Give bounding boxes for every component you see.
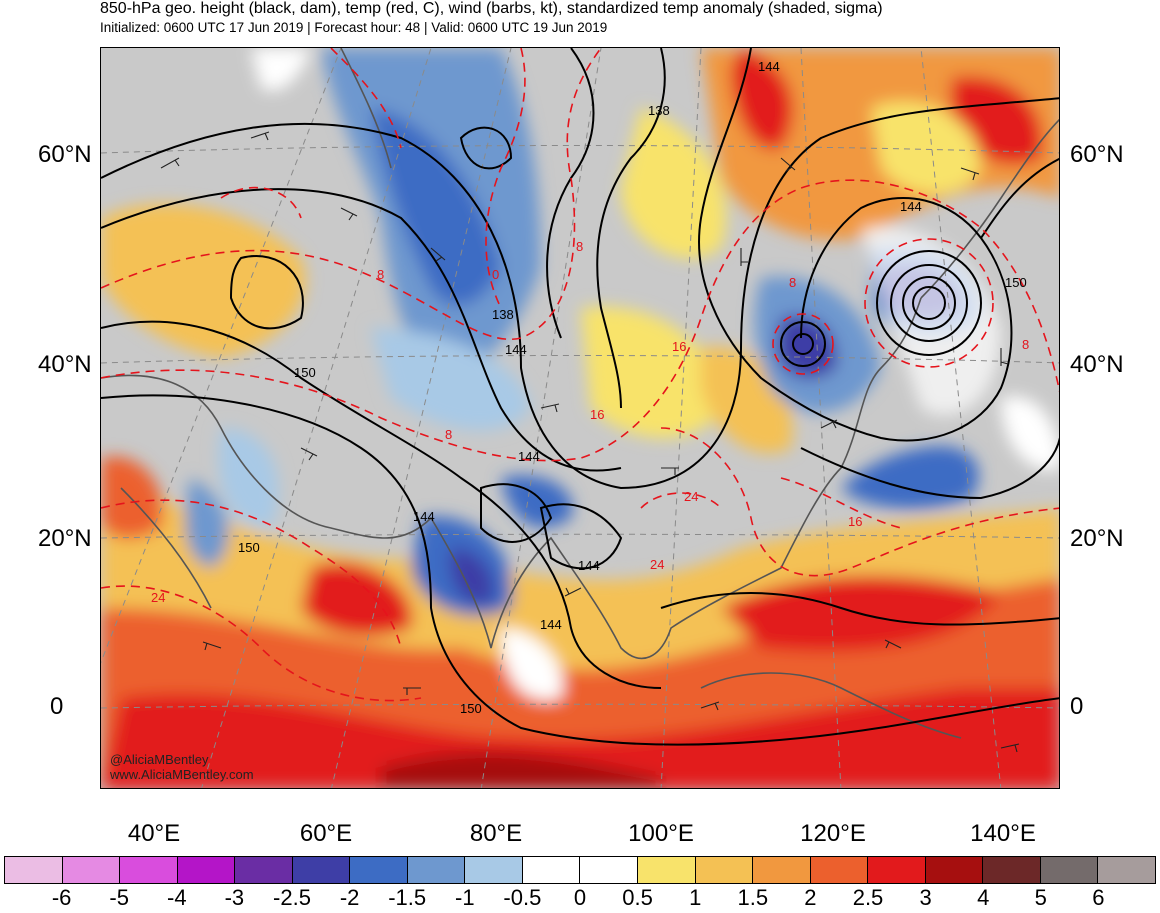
lon-label: 40°E <box>127 820 181 847</box>
colorbar-tick-label: 1 <box>689 885 702 910</box>
colorbar-tick-label: 0 <box>573 885 587 910</box>
colorbar-tick-label: 4 <box>977 885 990 910</box>
colorbar-tick-label: -5 <box>109 885 129 910</box>
colorbar-swatch <box>235 857 293 883</box>
height-label: 150 <box>238 540 260 555</box>
colorbar-tick-label: 0.5 <box>622 885 653 910</box>
colorbar-swatch <box>983 857 1041 883</box>
height-contours <box>101 48 1059 746</box>
credit-url: www.AliciaMBentley.com <box>110 767 254 782</box>
height-label: 144 <box>900 199 922 214</box>
lon-label: 120°E <box>800 820 866 847</box>
lon-label: 60°E <box>299 820 353 847</box>
map-canvas <box>101 48 1059 788</box>
credit: @AliciaMBentley www.AliciaMBentley.com <box>110 752 254 782</box>
lon-label: 100°E <box>628 820 694 847</box>
map-panel <box>100 47 1060 789</box>
lat-label-right: 60°N <box>1070 141 1124 168</box>
height-label: 144 <box>413 509 435 524</box>
colorbar-swatch <box>5 857 63 883</box>
temperature-label: 24 <box>151 590 166 605</box>
lat-label-left: 40°N <box>38 351 92 378</box>
lat-label-left: 0 <box>50 693 64 720</box>
colorbar-swatch <box>62 857 121 883</box>
figure-title: 850-hPa geo. height (black, dam), temp (… <box>100 0 883 17</box>
colorbar-tick-label: -4 <box>167 885 187 910</box>
colorbar-tick-label: -2.5 <box>273 885 311 910</box>
colorbar-tick-label: 5 <box>1034 885 1047 910</box>
colorbar-swatch <box>292 857 351 883</box>
colorbar-tick-label: -1 <box>455 885 475 910</box>
lon-label: 80°E <box>469 820 523 847</box>
colorbar-swatch <box>177 857 236 883</box>
lat-label-right: 0 <box>1070 693 1084 720</box>
lat-label-left: 60°N <box>38 141 92 168</box>
height-label: 144 <box>505 342 527 357</box>
colorbar-tick-label: 2.5 <box>852 885 884 910</box>
colorbar-swatch <box>580 857 639 883</box>
colorbar-swatch <box>868 857 926 883</box>
figure-subtitle: Initialized: 0600 UTC 17 Jun 2019 | Fore… <box>100 20 608 35</box>
temperature-label: 8 <box>377 267 385 282</box>
temperature-label: 8 <box>576 239 584 254</box>
colorbar-swatch <box>522 857 581 883</box>
temperature-label: 16 <box>848 514 863 529</box>
colorbar-tick-label: -0.5 <box>503 885 542 910</box>
height-label: 138 <box>648 103 670 118</box>
temperature-label: 8 <box>789 275 797 290</box>
colorbar-tick-label: -3 <box>224 885 245 910</box>
height-label: 138 <box>492 307 514 322</box>
colorbar-tick-label: -6 <box>51 885 72 910</box>
colorbar-swatch <box>638 857 696 883</box>
colorbar-swatch <box>753 857 811 883</box>
colorbar-swatch <box>1040 857 1099 883</box>
temperature-label: 16 <box>590 407 605 422</box>
colorbar <box>4 856 1156 884</box>
temperature-label: 0 <box>492 267 500 282</box>
temperature-label: 24 <box>650 557 665 572</box>
temperature-label: 8 <box>1022 337 1030 352</box>
colorbar-swatch <box>810 857 869 883</box>
colorbar-tick-label: 1.5 <box>737 885 769 910</box>
temperature-contours <box>101 48 1059 702</box>
height-label: 150 <box>294 365 316 380</box>
figure-header: 850-hPa geo. height (black, dam), temp (… <box>100 0 1100 36</box>
colorbar-swatch <box>350 857 408 883</box>
height-label: 144 <box>758 59 780 74</box>
height-label: 144 <box>518 449 540 464</box>
colorbar-tick-label: -2 <box>339 885 360 910</box>
lat-label-right: 40°N <box>1070 351 1124 378</box>
temperature-label: 24 <box>684 489 699 504</box>
colorbar-swatch <box>407 857 466 883</box>
lon-label: 140°E <box>970 820 1036 847</box>
colorbar-swatch <box>1098 857 1155 883</box>
height-label: 144 <box>578 558 600 573</box>
temperature-label: 8 <box>445 427 453 442</box>
colorbar-tick-label: -1.5 <box>388 885 427 910</box>
colorbar-swatch <box>695 857 754 883</box>
lat-label-right: 20°N <box>1070 525 1124 552</box>
colorbar-tick-label: 2 <box>804 885 817 910</box>
colorbar-tick-label: 3 <box>919 885 932 910</box>
height-label: 150 <box>460 701 482 716</box>
wind-barbs <box>160 131 1020 753</box>
lat-label-left: 20°N <box>38 525 92 552</box>
height-label: 150 <box>1005 275 1027 290</box>
colorbar-tick-label: 6 <box>1092 885 1105 910</box>
height-label: 144 <box>540 617 562 632</box>
colorbar-swatch <box>925 857 984 883</box>
temperature-label: 16 <box>672 339 687 354</box>
graticule <box>101 48 1059 788</box>
colorbar-swatch <box>120 857 178 883</box>
credit-handle: @AliciaMBentley <box>110 752 209 767</box>
colorbar-swatch <box>465 857 523 883</box>
